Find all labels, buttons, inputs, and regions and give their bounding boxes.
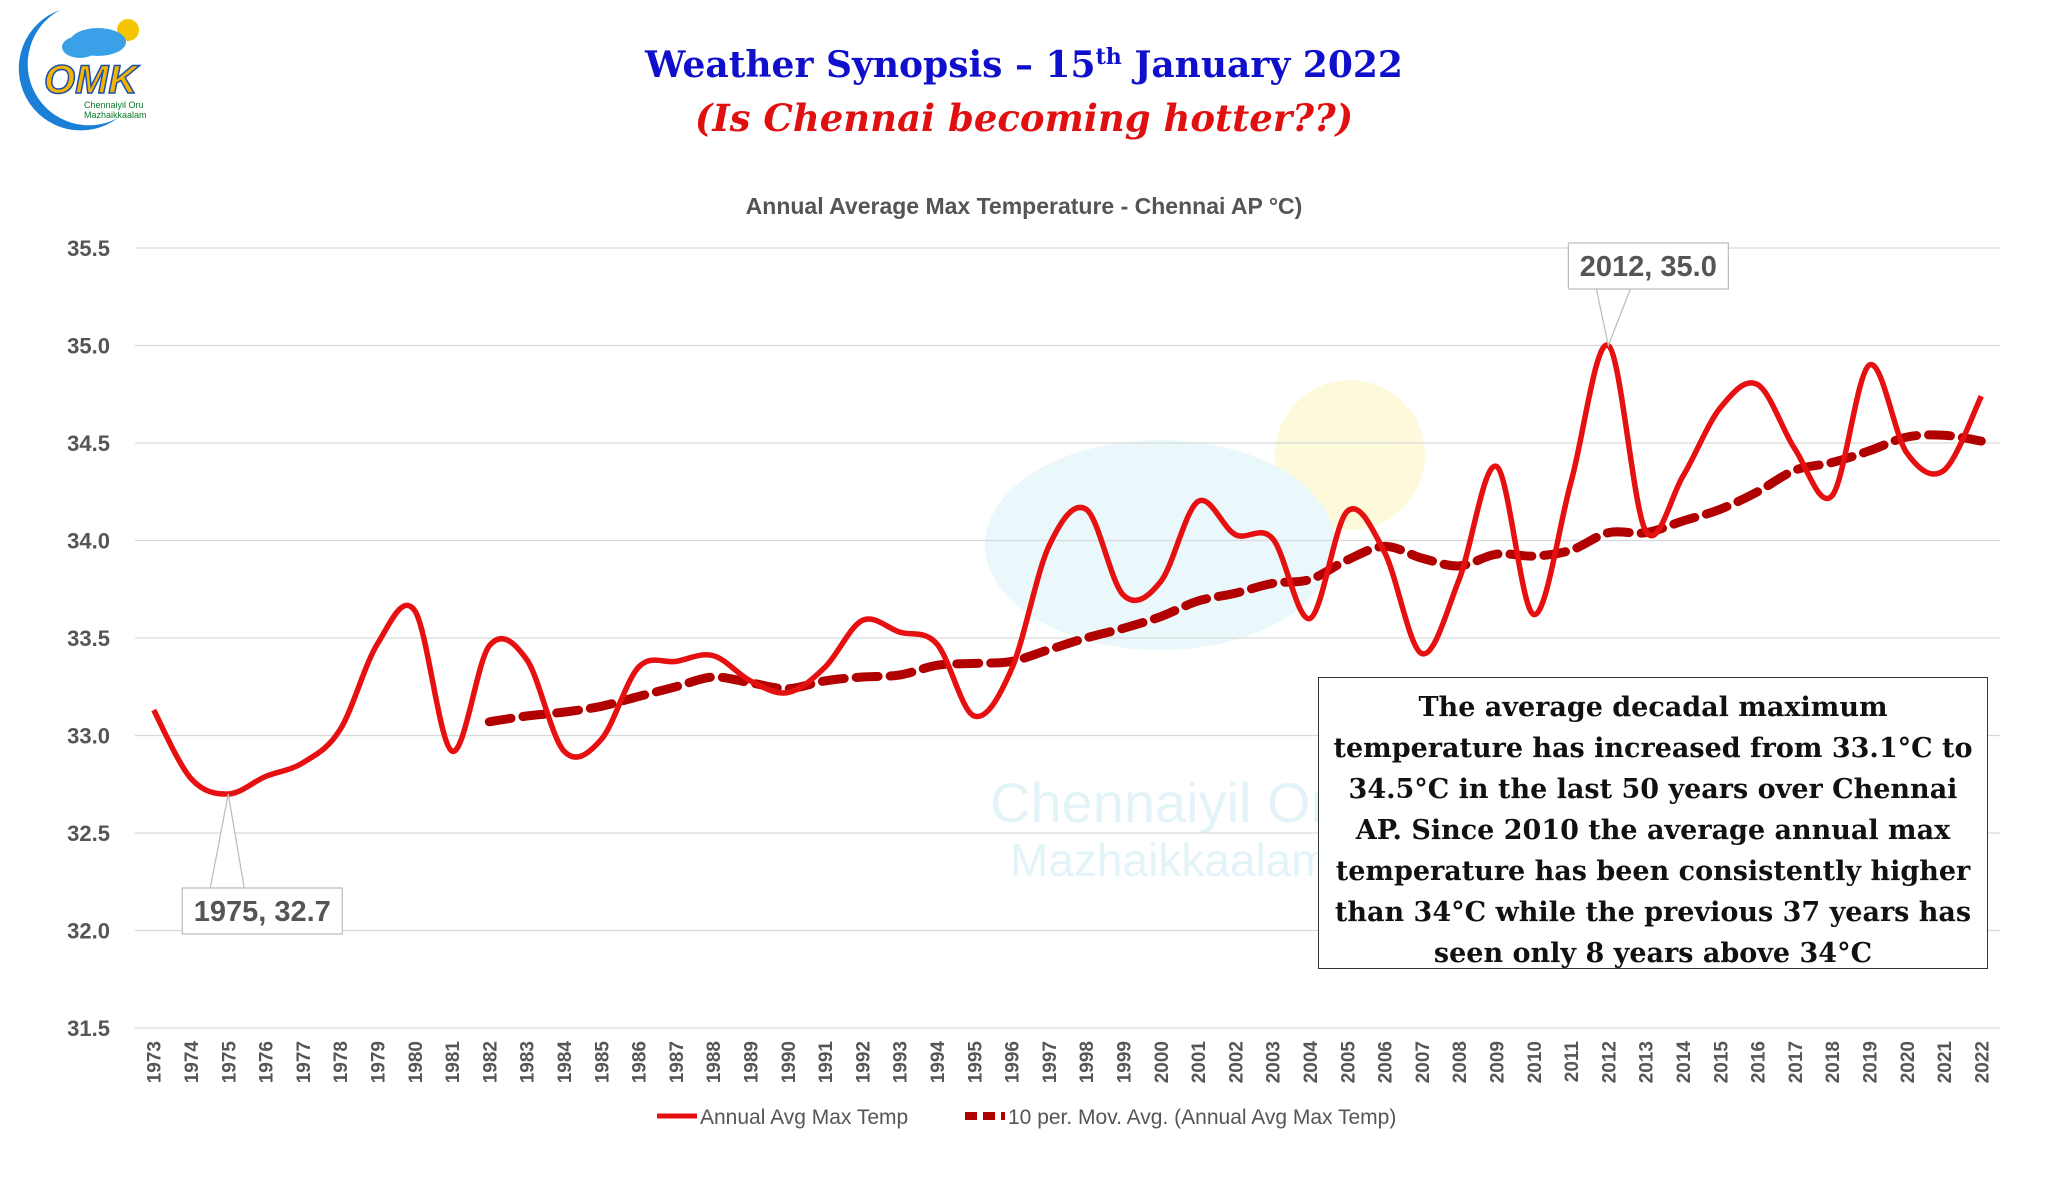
- x-tick-label: 2017: [1786, 1041, 1807, 1083]
- x-tick-label: 2021: [1935, 1041, 1956, 1084]
- x-tick-label: 1999: [1114, 1041, 1135, 1083]
- page-title: Weather Synopsis – 15th January 2022: [645, 44, 1403, 86]
- y-tick-label: 34.5: [67, 431, 110, 456]
- data-label-text: 1975, 32.7: [194, 896, 331, 928]
- x-tick-label: 1997: [1040, 1041, 1061, 1083]
- x-tick-label: 2003: [1264, 1041, 1285, 1083]
- logo-sub2: Mazhaikkaalam: [84, 110, 147, 120]
- y-tick-label: 34.0: [67, 529, 110, 554]
- x-tick-label: 1990: [779, 1041, 800, 1083]
- x-tick-label: 2011: [1562, 1041, 1583, 1083]
- data-label-box: [1567, 242, 1729, 290]
- data-label-pointer: [209, 793, 245, 889]
- note-box: The average decadal maximum temperature …: [1318, 677, 1988, 969]
- data-label: 1975, 32.7: [181, 793, 343, 935]
- x-tick-label: 1982: [480, 1041, 501, 1083]
- x-tick-label: 2013: [1637, 1041, 1658, 1083]
- x-tick-label: 1973: [145, 1041, 166, 1083]
- x-tick-label: 2004: [1301, 1041, 1322, 1084]
- x-tick-label: 2002: [1226, 1041, 1247, 1083]
- x-tick-label: 1984: [555, 1041, 576, 1084]
- x-tick-label: 1986: [630, 1041, 651, 1083]
- logo-graphic: OMK Chennaiyil Oru Mazhaikkaalam: [18, 10, 147, 131]
- x-tick-label: 1991: [816, 1041, 837, 1084]
- x-tick-label: 1988: [704, 1041, 725, 1083]
- watermark-cloud-icon: [985, 440, 1335, 650]
- x-tick-label: 1980: [406, 1041, 427, 1083]
- watermark: Chennaiyil Oru Mazhaikkaalam: [822, 335, 1425, 951]
- x-tick-label: 1998: [1077, 1041, 1098, 1083]
- y-axis: 31.5 32.0 32.5 33.0 33.5 34.0 34.5 35.0 35.5: [67, 236, 110, 1041]
- watermark-sun-icon: [1275, 380, 1425, 530]
- y-tick-label: 35.0: [67, 334, 110, 359]
- x-axis: 1973 1974 1975 1976 1977 1978 1979 1980 1981 1982…: [145, 1041, 1994, 1084]
- x-tick-label: 1985: [592, 1041, 613, 1084]
- annotations: 1975, 32.7 2012, 35.0: [181, 242, 1729, 935]
- logo-sub1: Chennaiyil Oru: [84, 100, 144, 110]
- y-tick-label: 33.0: [67, 724, 110, 749]
- legend: Annual Avg Max Temp 10 per. Mov. Avg. (A…: [657, 1106, 1396, 1129]
- x-tick-label: 2016: [1749, 1041, 1770, 1083]
- x-tick-label: 1975: [219, 1041, 240, 1084]
- y-tick-label: 32.5: [67, 821, 110, 846]
- x-tick-label: 1996: [1003, 1041, 1024, 1083]
- x-tick-label: 1989: [741, 1041, 762, 1083]
- x-tick-label: 2018: [1823, 1041, 1844, 1083]
- watermark-line1: Chennaiyil Oru: [990, 771, 1360, 834]
- y-tick-label: 35.5: [67, 236, 110, 261]
- x-tick-label: 1978: [331, 1041, 352, 1083]
- x-tick-label: 2010: [1525, 1041, 1546, 1083]
- logo: OMK Chennaiyil Oru Mazhaikkaalam: [0, 0, 160, 150]
- x-tick-label: 1974: [182, 1041, 203, 1084]
- x-tick-label: 1994: [928, 1041, 949, 1084]
- x-tick-label: 2012: [1599, 1041, 1620, 1083]
- series-line-annual-avg: [151, 342, 1984, 797]
- x-tick-label: 2000: [1152, 1041, 1173, 1083]
- series-line-moving-average: [484, 430, 1986, 727]
- x-tick-label: 2005: [1338, 1041, 1359, 1084]
- x-tick-label: 2007: [1413, 1041, 1434, 1083]
- x-tick-label: 2009: [1487, 1041, 1508, 1083]
- watermark-line2: Mazhaikkaalam: [1010, 834, 1330, 886]
- data-label-pointer: [1595, 288, 1632, 348]
- logo-text: OMK: [44, 58, 140, 102]
- x-tick-label: 2015: [1711, 1041, 1732, 1084]
- x-tick-label: 2006: [1376, 1041, 1397, 1083]
- chart-title: Annual Average Max Temperature - Chennai…: [746, 193, 1303, 219]
- x-tick-label: 1977: [294, 1041, 315, 1083]
- x-tick-label: 1995: [965, 1041, 986, 1084]
- y-tick-label: 32.0: [67, 919, 110, 944]
- x-tick-label: 2019: [1860, 1041, 1881, 1083]
- x-tick-label: 1981: [443, 1041, 464, 1084]
- x-tick-label: 1987: [667, 1041, 688, 1083]
- y-tick-label: 33.5: [67, 626, 110, 651]
- data-label-box: [181, 887, 343, 935]
- x-tick-label: 1979: [368, 1041, 389, 1083]
- x-tick-label: 2020: [1898, 1041, 1919, 1083]
- x-tick-label: 1993: [891, 1041, 912, 1083]
- y-tick-label: 31.5: [67, 1016, 110, 1041]
- legend-label-annual: Annual Avg Max Temp: [700, 1106, 908, 1129]
- x-tick-label: 2008: [1450, 1041, 1471, 1083]
- x-tick-label: 1976: [257, 1041, 278, 1083]
- x-tick-label: 2014: [1674, 1041, 1695, 1084]
- x-tick-label: 1983: [518, 1041, 539, 1083]
- page-subtitle: (Is Chennai becoming hotter??): [694, 96, 1354, 140]
- data-label-text: 2012, 35.0: [1580, 251, 1717, 283]
- x-tick-label: 2022: [1972, 1041, 1993, 1083]
- x-tick-label: 2001: [1189, 1041, 1210, 1084]
- x-tick-label: 1992: [853, 1041, 874, 1083]
- data-label: 2012, 35.0: [1567, 242, 1729, 348]
- legend-label-moving-average: 10 per. Mov. Avg. (Annual Avg Max Temp): [1008, 1106, 1396, 1129]
